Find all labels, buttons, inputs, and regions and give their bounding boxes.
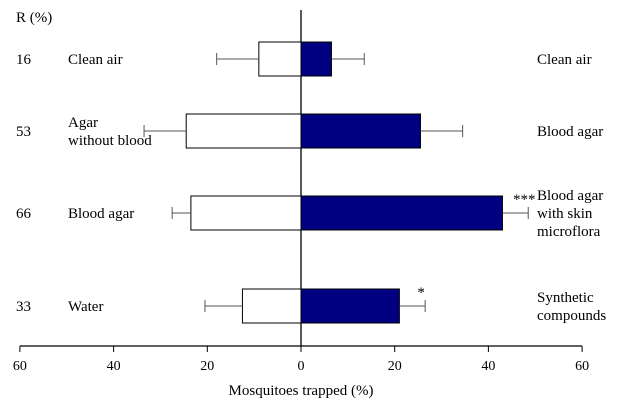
x-ticks: 60 40 20 0 20 40 60 — [13, 346, 589, 374]
x-tick-label: 40 — [107, 359, 121, 374]
x-tick-label: 40 — [481, 359, 495, 374]
significance-marker: * — [417, 285, 425, 301]
x-tick-label: 60 — [13, 359, 27, 374]
right-category-label: microflora — [537, 224, 601, 240]
left-category-label: without blood — [68, 133, 152, 149]
right-category-label: compounds — [537, 308, 606, 324]
right-bar — [300, 41, 332, 77]
x-tick-label: 60 — [575, 359, 589, 374]
right-bar — [300, 113, 421, 149]
r-value: 53 — [16, 124, 31, 140]
r-header: R (%) — [16, 10, 52, 26]
x-axis-label: Mosquitoes trapped (%) — [229, 383, 374, 399]
right-bar — [300, 288, 400, 324]
right-category-label: Clean air — [537, 52, 592, 68]
left-category-label: Clean air — [68, 52, 123, 68]
right-category-label: Blood agar — [537, 124, 603, 140]
bar-rows: 16 Clean air Clean air 53 Agar without blood B… — [16, 41, 606, 324]
x-tick-label: 20 — [200, 359, 214, 374]
right-category-label: with skin — [537, 206, 593, 222]
r-value: 66 — [16, 206, 32, 222]
r-value: 33 — [16, 299, 31, 315]
r-value: 16 — [16, 52, 32, 68]
left-bar — [241, 288, 302, 324]
significance-marker: *** — [513, 192, 536, 208]
left-category-label: Blood agar — [68, 206, 134, 222]
left-bar — [190, 195, 302, 231]
left-bar — [258, 41, 302, 77]
right-category-label: Blood agar — [537, 188, 603, 204]
x-tick-label: 20 — [388, 359, 402, 374]
left-category-label: Water — [68, 299, 103, 315]
left-bar — [185, 113, 302, 149]
x-tick-label: 0 — [298, 359, 305, 374]
right-bar — [300, 195, 503, 231]
right-category-label: Synthetic — [537, 290, 594, 306]
left-category-label: Agar — [68, 115, 98, 131]
